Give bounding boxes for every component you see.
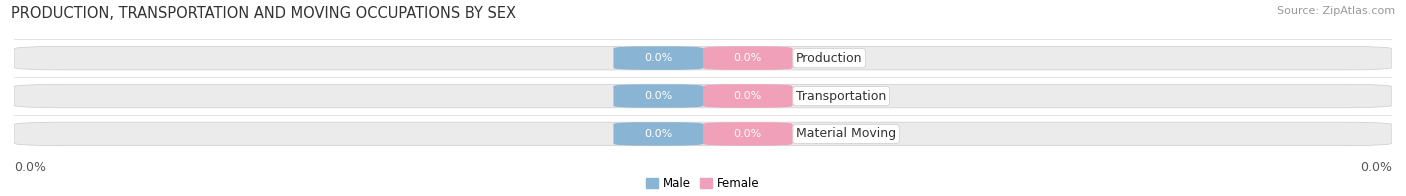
FancyBboxPatch shape: [703, 84, 793, 108]
FancyBboxPatch shape: [613, 84, 703, 108]
Text: Transportation: Transportation: [796, 90, 886, 103]
Text: 0.0%: 0.0%: [734, 91, 762, 101]
Text: PRODUCTION, TRANSPORTATION AND MOVING OCCUPATIONS BY SEX: PRODUCTION, TRANSPORTATION AND MOVING OC…: [11, 6, 516, 21]
FancyBboxPatch shape: [14, 46, 1392, 70]
Legend: Male, Female: Male, Female: [647, 177, 759, 190]
Text: Material Moving: Material Moving: [796, 127, 896, 140]
FancyBboxPatch shape: [703, 122, 793, 146]
Text: 0.0%: 0.0%: [14, 161, 46, 174]
FancyBboxPatch shape: [14, 84, 1392, 108]
FancyBboxPatch shape: [14, 122, 1392, 146]
Text: 0.0%: 0.0%: [1360, 161, 1392, 174]
Text: 0.0%: 0.0%: [644, 91, 672, 101]
FancyBboxPatch shape: [613, 122, 703, 146]
Text: 0.0%: 0.0%: [734, 53, 762, 63]
Text: 0.0%: 0.0%: [644, 129, 672, 139]
Text: 0.0%: 0.0%: [734, 129, 762, 139]
Text: 0.0%: 0.0%: [644, 53, 672, 63]
FancyBboxPatch shape: [613, 46, 703, 70]
FancyBboxPatch shape: [703, 46, 793, 70]
Text: Production: Production: [796, 52, 862, 65]
Text: Source: ZipAtlas.com: Source: ZipAtlas.com: [1277, 6, 1395, 16]
